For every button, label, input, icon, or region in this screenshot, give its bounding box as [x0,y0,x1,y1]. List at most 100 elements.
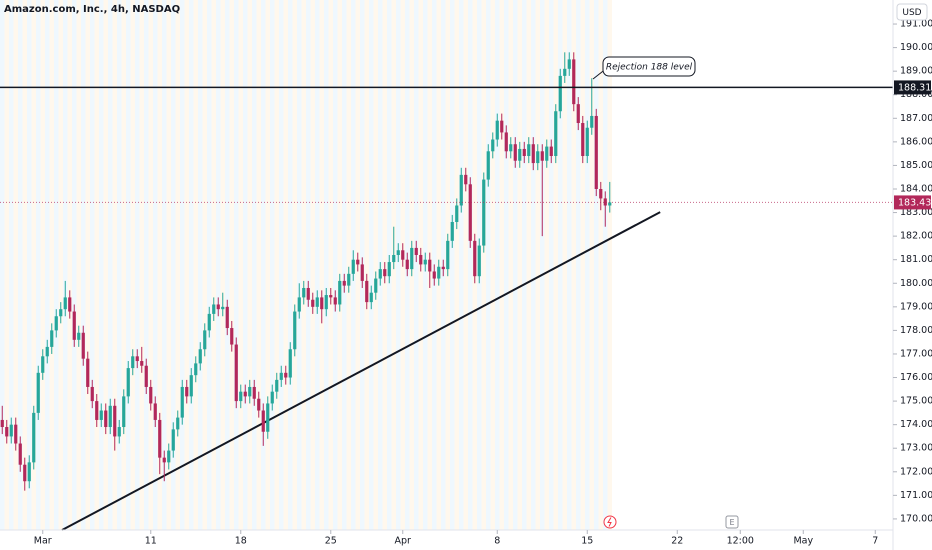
session-stripe [76,0,82,530]
y-tick-label: 179.00 [900,301,932,312]
session-stripe [585,0,590,530]
candle-body [446,240,450,270]
candle-body [225,306,229,329]
candle-body [522,148,526,157]
session-stripe [117,0,122,530]
session-stripe [153,0,158,530]
session-stripe [270,0,275,530]
candle-body [108,405,112,428]
level-label-box [894,80,931,95]
candle-body [99,410,103,420]
session-stripe [252,0,257,530]
candle-body [234,344,238,402]
candle-body [477,245,481,277]
session-stripe [166,0,172,530]
level-label: 188.31 [898,82,931,93]
candle-body [45,346,49,357]
session-stripe [198,0,203,530]
candle-body [351,259,355,274]
session-stripe [175,0,181,530]
y-tick-label: 178.00 [900,325,932,336]
currency-box[interactable] [896,3,928,21]
session-background [0,0,613,530]
session-stripe [94,0,100,530]
session-stripe [508,0,514,530]
session-stripe [459,0,464,530]
candle-body [189,375,193,397]
candle-body [500,120,504,133]
x-tick-label: Apr [395,536,412,547]
candle-body [531,144,535,164]
x-tick-label: 7 [872,536,878,547]
candle-body [549,146,553,157]
candle-body [113,405,117,437]
session-stripe [594,0,599,530]
candle-body [216,304,220,310]
session-stripe [90,0,95,530]
y-tick-label: 171.00 [900,490,932,501]
candle-body [81,332,85,359]
session-stripe [148,0,154,530]
candle-body [324,295,328,310]
session-stripe [504,0,509,530]
callout-text: Rejection 188 level [606,63,693,73]
candle-body [167,450,171,463]
session-stripe [81,0,86,530]
session-stripe [526,0,532,530]
candle-body [518,148,522,161]
candle-body [333,297,337,305]
candle-body [594,115,598,189]
session-stripe [490,0,496,530]
candle-body [63,297,67,310]
chart-title: Amazon.com, Inc., 4h, NASDAQ [4,4,180,15]
candle-body [414,247,418,255]
candle-body [401,250,405,260]
x-tick-label: 22 [671,536,683,547]
candle-body [144,365,148,387]
candle-body [90,386,94,402]
session-stripe [283,0,289,530]
session-stripe [103,0,109,530]
candle-body [450,221,454,241]
session-stripe [247,0,253,530]
session-stripe [373,0,379,530]
candle-body [248,386,252,397]
candle-body [23,464,27,482]
session-stripe [522,0,527,530]
session-stripe [54,0,59,530]
earnings-icon-box[interactable] [725,515,739,529]
candle-body [194,363,198,376]
candle-body [117,427,121,437]
candle-body [473,240,477,277]
session-stripe [144,0,149,530]
session-stripe [274,0,280,530]
session-stripe [22,0,28,530]
session-stripe [18,0,23,530]
candle-body [432,271,436,279]
session-stripe [130,0,136,530]
session-stripe [315,0,320,530]
candle-body [275,379,279,392]
session-stripe [571,0,577,530]
candle-body [545,146,549,161]
candle-body [347,273,351,286]
session-stripe [306,0,311,530]
candle-body [140,361,144,366]
session-stripe [211,0,217,530]
session-stripe [342,0,347,530]
session-stripe [4,0,10,530]
session-stripe [328,0,334,530]
candle-body [540,151,544,161]
candle-body [68,297,72,312]
candle-body [18,443,22,465]
session-stripe [580,0,586,530]
x-tick-label: 8 [494,536,500,547]
candle-body [320,297,324,310]
candle-body [41,356,45,373]
y-tick-label: 170.00 [900,513,932,524]
event-icons: E [603,515,739,529]
candle-body [14,424,18,444]
session-stripe [499,0,505,530]
y-tick-label: 172.00 [900,466,932,477]
